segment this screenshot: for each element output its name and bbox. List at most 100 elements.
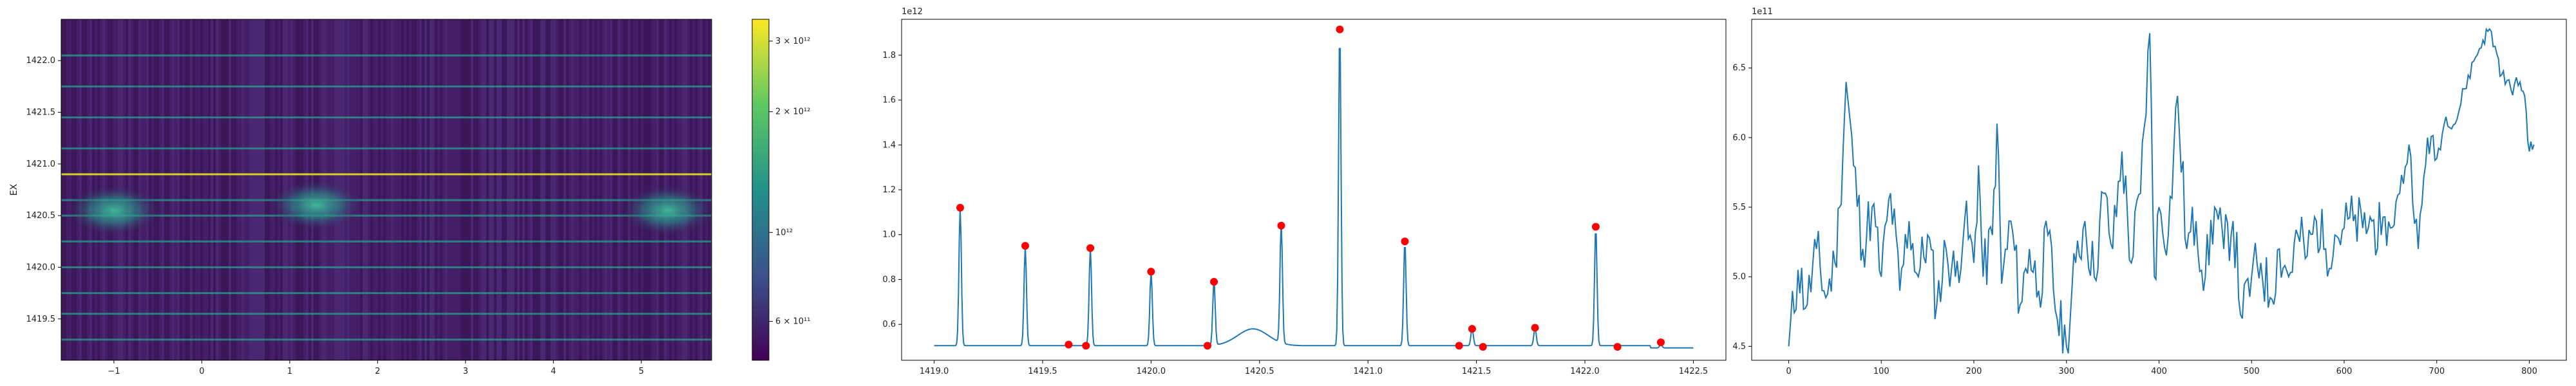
heatmap-column bbox=[162, 19, 164, 360]
heatmap-column bbox=[540, 19, 543, 360]
heatmap-column bbox=[551, 19, 553, 360]
heatmap-column bbox=[592, 19, 594, 360]
heatmap-column bbox=[453, 19, 455, 360]
heatmap-column bbox=[262, 19, 265, 360]
heatmap-x-ticks: −1 0 1 2 3 4 5 bbox=[108, 360, 644, 376]
heatmap-row-line bbox=[61, 313, 712, 315]
heatmap-column bbox=[525, 19, 527, 360]
peak-marker bbox=[1401, 237, 1409, 246]
x-tick-label: 300 bbox=[2058, 367, 2074, 376]
heatmap-column bbox=[393, 19, 396, 360]
heatmap-column bbox=[252, 19, 254, 360]
heatmap-column bbox=[708, 19, 710, 360]
heatmap-y-axis-label: EX bbox=[9, 183, 19, 196]
x-tick-label: 400 bbox=[2151, 367, 2167, 376]
peak-marker bbox=[1082, 342, 1090, 350]
heatmap-column bbox=[440, 19, 442, 360]
colorbar-tick-label: 6 × 10¹¹ bbox=[775, 317, 810, 327]
heatmap-column bbox=[79, 19, 82, 360]
y-tick-label: 1421.5 bbox=[26, 108, 56, 118]
x-tick-label: 1421.5 bbox=[1462, 367, 1492, 376]
peak-marker bbox=[1613, 343, 1622, 351]
heatmap-column bbox=[636, 19, 638, 360]
peaks-offset-text: 1e12 bbox=[902, 7, 923, 17]
heatmap-blob bbox=[267, 179, 365, 232]
heatmap-column bbox=[455, 19, 458, 360]
heatmap-column bbox=[383, 19, 386, 360]
heatmap-column bbox=[406, 19, 409, 360]
heatmap-column bbox=[530, 19, 533, 360]
x-tick-label: 1 bbox=[287, 367, 292, 376]
y-tick-label: 1422.0 bbox=[26, 56, 56, 66]
heatmap-column bbox=[272, 19, 275, 360]
heatmap-column bbox=[697, 19, 700, 360]
series-x-ticks: 0 100 200 300 400 500 600 700 800 bbox=[1786, 360, 2537, 376]
y-tick-label: 1.2 bbox=[882, 185, 896, 195]
heatmap-column bbox=[61, 19, 64, 360]
heatmap-column bbox=[360, 19, 363, 360]
x-tick-label: 1419.5 bbox=[1028, 367, 1057, 376]
peak-marker bbox=[1065, 340, 1073, 349]
heatmap-column bbox=[486, 19, 489, 360]
peak-marker bbox=[1591, 223, 1600, 231]
heatmap-column bbox=[200, 19, 203, 360]
peak-marker bbox=[1656, 338, 1665, 347]
x-tick-label: 600 bbox=[2336, 367, 2353, 376]
heatmap-column bbox=[515, 19, 517, 360]
heatmap-column bbox=[435, 19, 437, 360]
heatmap-column bbox=[244, 19, 247, 360]
heatmap-column bbox=[703, 19, 705, 360]
heatmap-column bbox=[355, 19, 357, 360]
heatmap-column bbox=[82, 19, 84, 360]
x-tick-label: 4 bbox=[551, 367, 556, 376]
heatmap-rows bbox=[61, 54, 712, 341]
heatmap-blobs bbox=[65, 179, 712, 237]
heatmap-column bbox=[151, 19, 154, 360]
heatmap-column bbox=[164, 19, 167, 360]
heatmap-row-line bbox=[61, 338, 712, 341]
heatmap-column bbox=[545, 19, 548, 360]
heatmap-column bbox=[466, 19, 468, 360]
peak-marker bbox=[1455, 342, 1463, 350]
x-tick-label: 3 bbox=[463, 367, 468, 376]
y-tick-label: 1.8 bbox=[882, 51, 896, 60]
series-line bbox=[1788, 27, 2535, 354]
heatmap-column bbox=[623, 19, 625, 360]
heatmap-column bbox=[399, 19, 401, 360]
heatmap-column bbox=[375, 19, 378, 360]
heatmap-column bbox=[700, 19, 703, 360]
heatmap-column bbox=[414, 19, 417, 360]
heatmap-row-line bbox=[61, 173, 712, 176]
heatmap-column bbox=[499, 19, 502, 360]
heatmap-column bbox=[600, 19, 602, 360]
heatmap-column bbox=[476, 19, 478, 360]
y-tick-label: 1.0 bbox=[882, 230, 896, 240]
peak-marker bbox=[1531, 324, 1539, 332]
heatmap-column bbox=[543, 19, 545, 360]
heatmap-column bbox=[239, 19, 242, 360]
x-tick-label: −1 bbox=[108, 367, 120, 376]
heatmap-column bbox=[198, 19, 200, 360]
x-tick-label: 200 bbox=[1966, 367, 1982, 376]
peak-marker bbox=[1086, 244, 1095, 252]
heatmap-column bbox=[247, 19, 249, 360]
y-tick-label: 0.6 bbox=[882, 320, 896, 329]
heatmap-column bbox=[445, 19, 448, 360]
heatmap-column bbox=[180, 19, 182, 360]
heatmap-column bbox=[236, 19, 239, 360]
heatmap-column bbox=[494, 19, 497, 360]
heatmap-column bbox=[574, 19, 576, 360]
colorbar-ticks: 6 × 10¹¹ 10¹² 2 × 10¹² 3 × 10¹² bbox=[769, 37, 810, 327]
heatmap-column bbox=[149, 19, 151, 360]
peak-marker bbox=[1479, 343, 1487, 351]
heatmap-column bbox=[533, 19, 535, 360]
heatmap-column bbox=[597, 19, 600, 360]
heatmap-column bbox=[381, 19, 383, 360]
heatmap-column bbox=[481, 19, 484, 360]
series-line-panel: 0 100 200 300 400 500 600 700 800 4.5 5.0 5.5 6.0 6.… bbox=[1732, 7, 2567, 376]
colorbar-tick-label: 10¹² bbox=[775, 228, 793, 237]
heatmap-column bbox=[607, 19, 610, 360]
heatmap-column bbox=[582, 19, 584, 360]
y-tick-label: 1419.5 bbox=[26, 315, 56, 324]
x-tick-label: 1419.0 bbox=[920, 367, 949, 376]
